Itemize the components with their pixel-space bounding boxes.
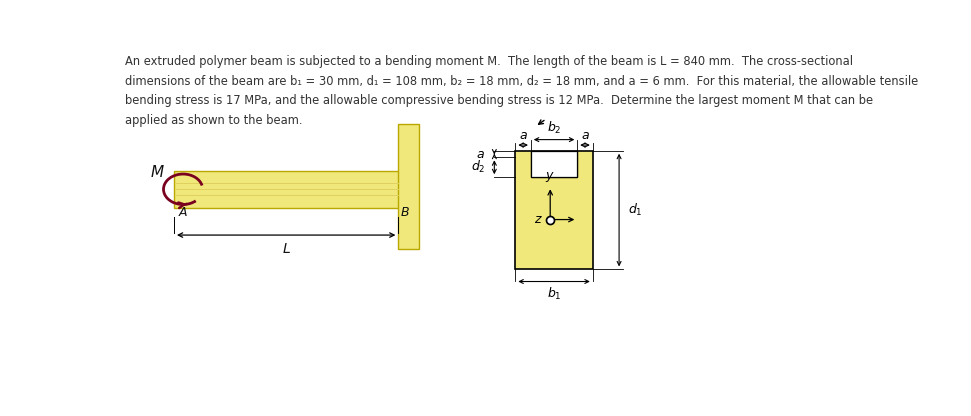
Bar bbox=[398, 124, 419, 248]
Text: $M$: $M$ bbox=[151, 163, 165, 180]
Bar bbox=[531, 151, 578, 177]
Text: $z$: $z$ bbox=[534, 213, 543, 226]
Text: $A$: $A$ bbox=[178, 206, 188, 219]
Text: $a$: $a$ bbox=[581, 129, 589, 142]
Text: bending stress is 17 MPa, and the allowable compressive bending stress is 12 MPa: bending stress is 17 MPa, and the allowa… bbox=[125, 94, 873, 107]
Bar bbox=[531, 151, 578, 177]
Text: $b_1$: $b_1$ bbox=[547, 286, 561, 302]
Bar bbox=[174, 171, 400, 208]
Text: $a$: $a$ bbox=[519, 129, 527, 142]
Text: $y$: $y$ bbox=[546, 170, 555, 184]
Bar bbox=[516, 151, 592, 269]
Text: $d_1$: $d_1$ bbox=[628, 202, 643, 218]
Text: $d_2$: $d_2$ bbox=[471, 159, 486, 175]
Text: $L$: $L$ bbox=[282, 242, 290, 256]
Text: $a$: $a$ bbox=[477, 148, 486, 161]
Text: $b_2$: $b_2$ bbox=[547, 120, 561, 136]
Text: dimensions of the beam are b₁ = 30 mm, d₁ = 108 mm, b₂ = 18 mm, d₂ = 18 mm, and : dimensions of the beam are b₁ = 30 mm, d… bbox=[125, 74, 919, 88]
Text: An extruded polymer beam is subjected to a bending moment M.  The length of the : An extruded polymer beam is subjected to… bbox=[125, 55, 854, 68]
Text: applied as shown to the beam.: applied as shown to the beam. bbox=[125, 114, 303, 127]
Text: $B$: $B$ bbox=[400, 206, 410, 219]
